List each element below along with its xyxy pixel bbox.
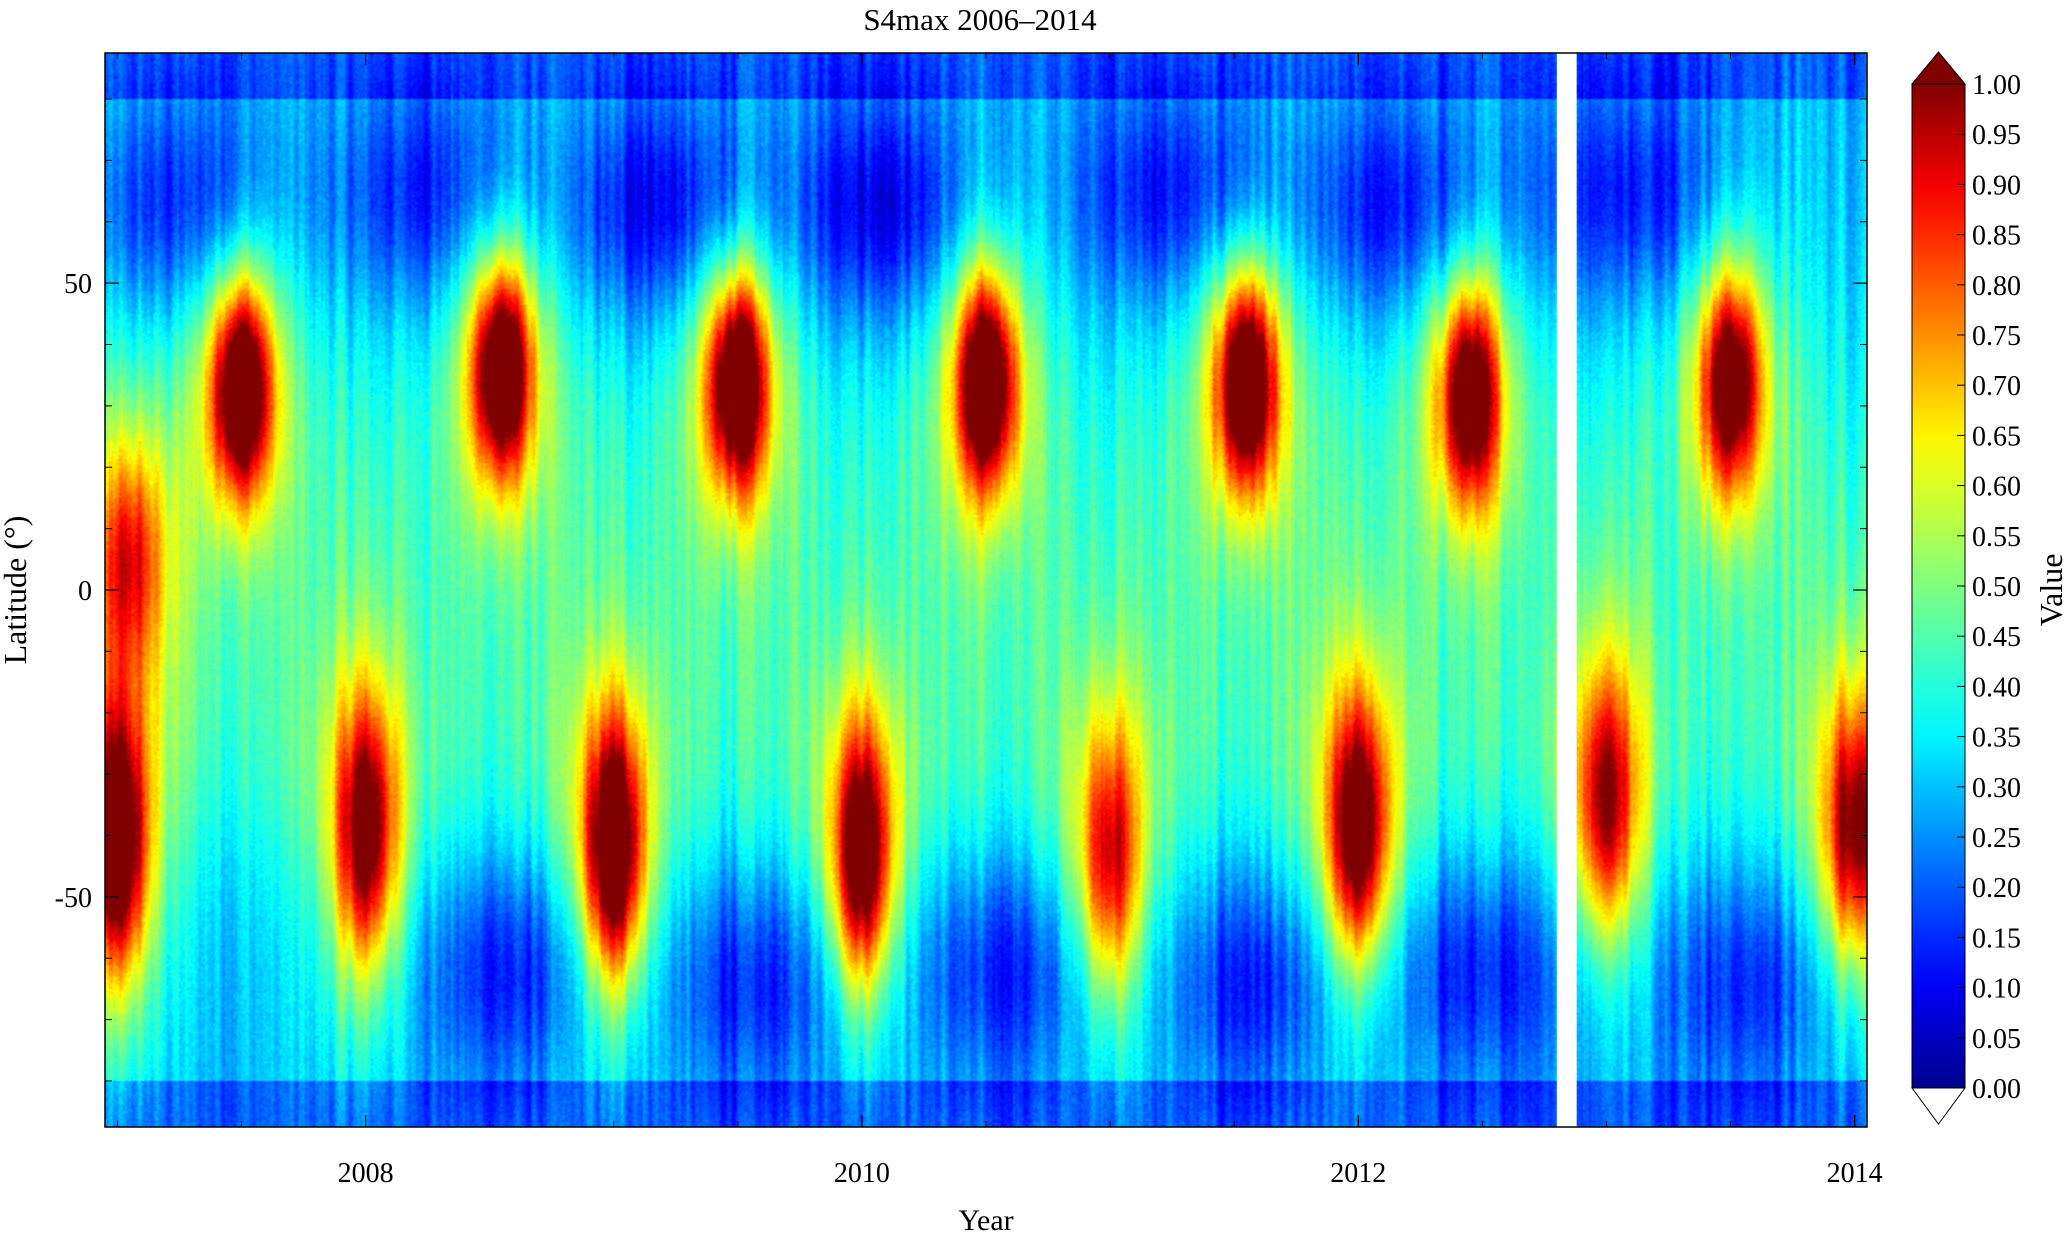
colorbar-tick-label: 0.65 [1972,421,2021,452]
colorbar: 1.00 0.95 0.90 0.85 0.80 0.75 0.70 0.65 0.60 0.55… [1910,51,2021,1125]
colorbar-tick-label: 0.10 [1972,974,2021,1005]
x-tick-label: 2008 [338,1158,394,1189]
x-axis: 2008 2010 2012 2014 [116,53,1883,1189]
y-axis-label: Latitude (°) [0,516,33,665]
colorbar-extend-min [1911,1087,1966,1125]
x-axis-label: Year [958,1204,1013,1234]
colorbar-tick-label: 0.40 [1972,672,2021,703]
colorbar-extend-max [1910,51,1967,85]
colorbar-tick-label: 0.50 [1972,572,2021,603]
colorbar-tick-label: 0.05 [1972,1024,2021,1055]
x-tick-label: 2014 [1827,1158,1883,1189]
colorbar-tick-label: 0.30 [1972,773,2021,804]
colorbar-label: Value [2033,554,2067,627]
data-gap [1556,53,1577,1127]
colorbar-tick-label: 0.15 [1972,923,2021,954]
chart-title: S4max 2006–2014 [863,2,1097,37]
heatmap-image [105,53,1867,1127]
x-tick-label: 2012 [1330,1158,1386,1189]
colorbar-tick-label: 0.75 [1972,321,2021,352]
y-tick-label: -50 [55,883,92,914]
y-tick-label: 0 [78,576,92,607]
colorbar-tick-label: 0.90 [1972,170,2021,201]
colorbar-tick-label: 0.45 [1972,622,2021,653]
colorbar-tick-label: 0.25 [1972,823,2021,854]
colorbar-tick-label: 0.70 [1972,371,2021,402]
colorbar-tick-label: 0.55 [1972,522,2021,553]
x-tick-label: 2010 [834,1158,890,1189]
y-axis: 50 0 -50 [55,98,1867,1082]
colorbar-tick-label: 0.35 [1972,723,2021,754]
colorbar-tick-label: 0.20 [1972,873,2021,904]
colorbar-tick-label: 0.80 [1972,271,2021,302]
y-tick-label: 50 [64,269,92,300]
colorbar-tick-label: 1.00 [1972,70,2021,101]
colorbar-tick-label: 0.00 [1972,1074,2021,1105]
colorbar-tick-label: 0.60 [1972,472,2021,503]
colorbar-tick-label: 0.85 [1972,221,2021,252]
colorbar-gradient [1911,83,1966,1089]
colorbar-tick-label: 0.95 [1972,120,2021,151]
